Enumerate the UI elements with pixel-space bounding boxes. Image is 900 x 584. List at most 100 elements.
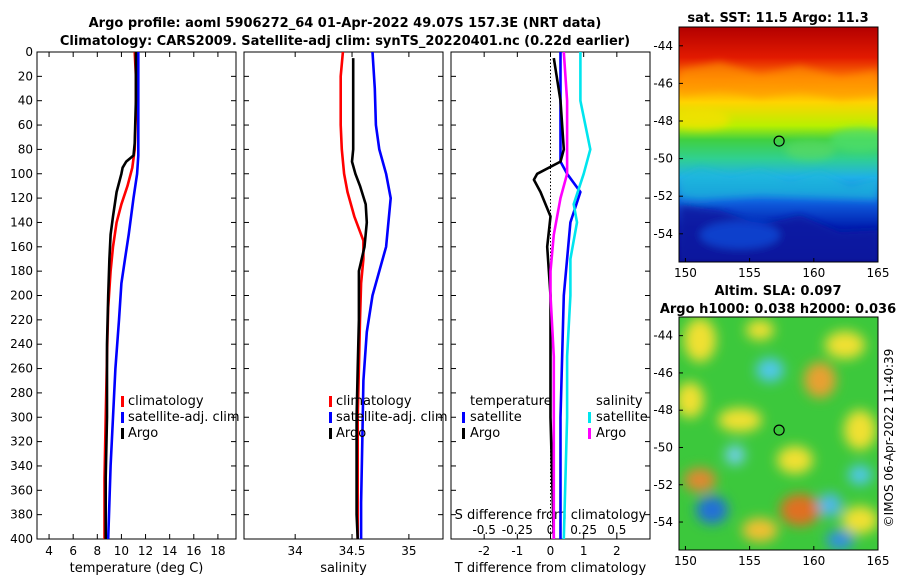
map-y-tick-label: -48 — [653, 403, 673, 417]
x-tick-label: 6 — [69, 544, 77, 558]
temperature-panel: 4 6 8 10 12 14 16 18 temperature (deg C) 0 20 40 60 8… — [10, 45, 240, 576]
secondary-tick-label: -0.5 — [472, 523, 495, 537]
argo-location-marker-sla — [773, 424, 785, 436]
legend-swatch-climatology — [329, 396, 332, 407]
x-tick-label: 2 — [613, 544, 621, 558]
y-tick-label: 140 — [10, 215, 33, 229]
legend-label-climatology: climatology — [336, 394, 412, 409]
legend-temperature-title: temperature — [470, 394, 552, 409]
sla-map-axes: 150 155 160 165 -44 -46 -48 -50 -52 -54 — [653, 329, 889, 568]
figure-title-line1: Argo profile: aoml 5906272_64 01-Apr-202… — [89, 16, 602, 31]
x-tick-label: 12 — [138, 544, 153, 558]
x-tick-label: 34.5 — [339, 544, 366, 558]
x-tick-label: 8 — [93, 544, 101, 558]
y-tick-label: 200 — [10, 289, 33, 303]
y-tick-label: 120 — [10, 191, 33, 205]
panel-frame — [243, 51, 444, 540]
x-tick-label: -2 — [478, 544, 490, 558]
secondary-tick-label: 0.25 — [570, 523, 597, 537]
x-tick-label: 14 — [162, 544, 177, 558]
map-y-tick-label: -44 — [653, 329, 673, 343]
y-tick-label: 180 — [10, 264, 33, 278]
sla-map-field — [679, 317, 878, 550]
map-x-tick-label: 165 — [867, 554, 890, 568]
x-axis-label: temperature (deg C) — [70, 561, 204, 576]
series-line-salinity-satellite — [562, 52, 592, 539]
y-tick-label: 220 — [10, 313, 33, 327]
y-tick-label: 340 — [10, 459, 33, 473]
sst-field-features — [679, 62, 878, 262]
x-tick-label: 10 — [114, 544, 129, 558]
x-tick-label: 35 — [401, 544, 416, 558]
map-y-tick-label: -50 — [653, 152, 673, 166]
secondary-tick-label: 0.5 — [607, 523, 626, 537]
legend-label-satellite-adj-clim: satellite-adj. clim — [128, 410, 240, 425]
map-y-tick-label: -44 — [653, 39, 673, 53]
legend-swatch-salinity-satellite — [588, 412, 591, 423]
map-y-tick-label: -48 — [653, 114, 673, 128]
secondary-axis-label: S difference from climatology — [455, 508, 647, 523]
map-y-tick-label: -54 — [653, 227, 673, 241]
y-tick-label: 300 — [10, 410, 33, 424]
y-tick-label: 80 — [18, 142, 33, 156]
sla-field-eddies — [679, 318, 878, 550]
series-group — [339, 52, 393, 539]
imos-credit: ©IMOS 06-Apr-2022 11:40:39 — [882, 349, 896, 528]
sla-map: Altim. SLA: 0.097 Argo h1000: 0.038 h200… — [653, 284, 896, 568]
x-axis-label: salinity — [320, 561, 367, 576]
x-axis-label: T difference from climatology — [454, 561, 647, 576]
legend-swatch-argo — [121, 428, 124, 439]
map-y-tick-label: -52 — [653, 189, 673, 203]
legend-label-argo: Argo — [128, 426, 158, 441]
legend-swatch-satellite-adj-clim — [329, 412, 332, 423]
legend-swatch-argo — [329, 428, 332, 439]
map-x-tick-label: 155 — [738, 266, 761, 280]
y-tick-label: 20 — [18, 69, 33, 83]
sst-map: sat. SST: 11.5 Argo: 11.3 150 155 160 165 -4… — [653, 11, 889, 280]
y-tick-label: 360 — [10, 483, 33, 497]
sst-map-axes: 150 155 160 165 -44 -46 -48 -50 -52 -54 — [653, 39, 889, 280]
legend-salinity-title: salinity — [596, 394, 643, 409]
y-tick-label: 160 — [10, 240, 33, 254]
legend-swatch-temperature-argo — [462, 428, 465, 439]
series-line-satellite-adj-clim — [106, 52, 140, 539]
y-tick-label: 320 — [10, 435, 33, 449]
series-line-salinity-argo — [549, 52, 569, 539]
sla-map-title-line2: Argo h1000: 0.038 h2000: 0.036 — [660, 302, 896, 317]
y-tick-label: 100 — [10, 167, 33, 181]
map-y-tick-label: -46 — [653, 76, 673, 90]
x-tick-label: 1 — [580, 544, 588, 558]
map-y-tick-label: -50 — [653, 440, 673, 454]
series-line-satellite-adj-clim — [359, 52, 393, 539]
x-tick-label: 18 — [210, 544, 225, 558]
x-tick-label: 34 — [288, 544, 303, 558]
salinity-panel: 34 34.5 35 salinity climatologysatellite-adj… — [243, 51, 448, 576]
map-x-tick-label: 150 — [674, 266, 697, 280]
secondary-tick-label: -0.25 — [502, 523, 533, 537]
legend-label-salinity-argo: Argo — [596, 426, 626, 441]
difference-panel: -2 -1 0 1 2 T difference from climatology S di… — [450, 51, 651, 576]
y-tick-label: 380 — [10, 508, 33, 522]
legend-label-argo: Argo — [336, 426, 366, 441]
map-y-tick-label: -52 — [653, 478, 673, 492]
sst-map-field — [679, 27, 878, 262]
legend-label-climatology: climatology — [128, 394, 204, 409]
sla-map-title-line1: Altim. SLA: 0.097 — [715, 284, 842, 299]
map-x-tick-label: 150 — [674, 554, 697, 568]
series-group — [532, 52, 592, 539]
y-tick-label: 40 — [18, 94, 33, 108]
map-x-tick-label: 165 — [867, 266, 890, 280]
y-tick-label: 280 — [10, 386, 33, 400]
argo-location-marker — [773, 135, 785, 147]
secondary-tick-label: 0 — [547, 523, 555, 537]
legend-label-salinity-satellite: satellite — [596, 410, 648, 425]
x-tick-label: 4 — [45, 544, 53, 558]
legend-swatch-climatology — [121, 396, 124, 407]
map-x-tick-label: 160 — [802, 266, 825, 280]
y-tick-label: 400 — [10, 532, 33, 546]
series-group — [103, 52, 140, 539]
map-x-tick-label: 160 — [802, 554, 825, 568]
y-tick-label: 240 — [10, 337, 33, 351]
map-x-tick-label: 155 — [738, 554, 761, 568]
